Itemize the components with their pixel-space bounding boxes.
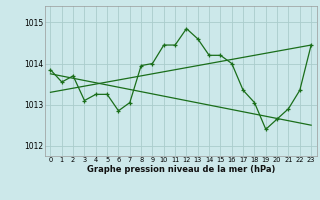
X-axis label: Graphe pression niveau de la mer (hPa): Graphe pression niveau de la mer (hPa) <box>87 165 275 174</box>
